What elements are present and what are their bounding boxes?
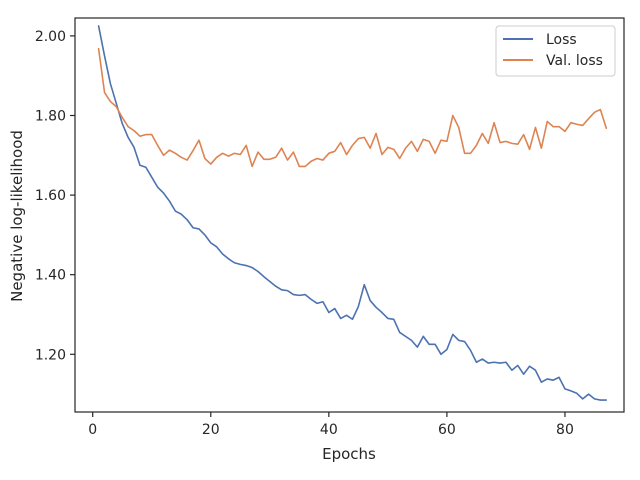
plot-frame [74,17,625,413]
series-line-loss [97,25,608,401]
legend: Loss Val. loss [495,25,616,77]
y-tick-label: 1.40 [35,268,66,284]
series-line-val-loss [97,47,608,168]
x-tick-label: 60 [438,422,456,438]
y-axis-label: Negative log-likelihood [8,130,26,302]
legend-label-loss: Loss [546,32,577,48]
x-tick-label: 20 [202,422,220,438]
x-tick-label: 80 [556,422,574,438]
series-layer [97,25,608,401]
ticks-layer: 0 20 40 60 80 1.20 1.40 1.60 1.80 2.00 [35,29,574,438]
legend-label-val-loss: Val. loss [546,53,603,69]
x-tick-label: 0 [88,422,97,438]
y-tick-label: 1.60 [35,188,66,204]
y-tick-label: 1.20 [35,347,66,363]
x-axis-label: Epochs [322,445,376,463]
y-tick-label: 1.80 [35,109,66,125]
y-tick-label: 2.00 [35,29,66,45]
x-tick-label: 40 [320,422,338,438]
